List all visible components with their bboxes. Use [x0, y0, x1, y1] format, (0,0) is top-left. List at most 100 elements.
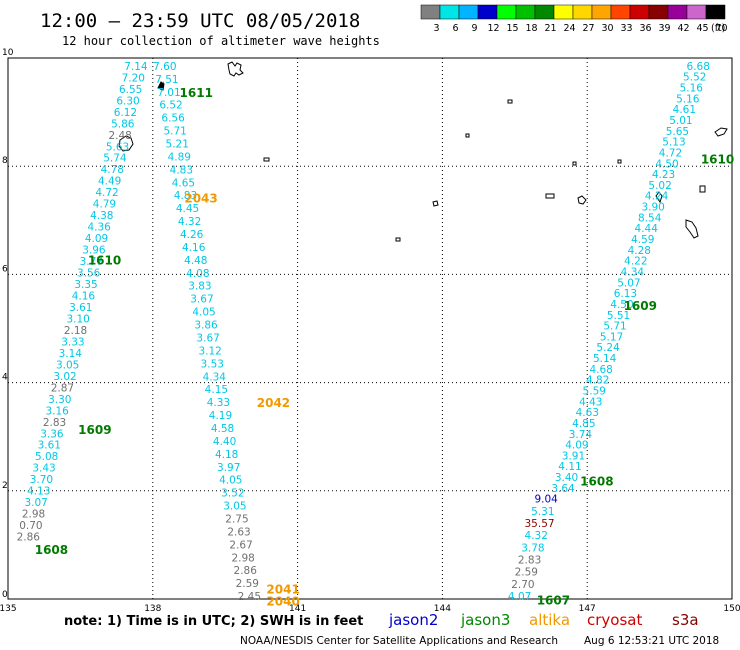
wave-height-value: 3.07 — [24, 497, 47, 509]
legend-swatch — [591, 4, 612, 20]
legend-bin-label: 70 — [715, 23, 727, 34]
wave-height-value: 4.45 — [176, 203, 199, 215]
legend-bin-label: 33 — [620, 23, 632, 34]
legend-bin-label: 9 — [471, 23, 477, 34]
wave-height-value: 7.20 — [122, 72, 145, 84]
wave-height-value: 3.40 — [555, 472, 578, 484]
legend-bin-label: 42 — [677, 23, 689, 34]
color-legend: 3 6 9 12 15 18 21 24 27 30 33 36 39 42 45 70(ft) — [420, 4, 728, 34]
legend-bin-label: 15 — [506, 23, 518, 34]
wave-height-value: 5.01 — [669, 115, 692, 127]
map-grid — [8, 58, 732, 599]
wave-height-value: 4.82 — [586, 375, 609, 387]
wave-height-value: 4.72 — [95, 187, 118, 199]
wave-height-value: 4.11 — [558, 461, 581, 473]
wave-height-value: 35.57 — [525, 518, 555, 530]
legend-bin-label: 3 — [433, 23, 439, 34]
wave-height-value: 7.51 — [155, 74, 178, 86]
wave-height-value: 4.15 — [205, 384, 228, 396]
wave-height-value: 3.05 — [223, 501, 246, 513]
wave-height-value: 4.16 — [72, 290, 96, 302]
wave-height-value: 5.63 — [106, 141, 129, 153]
wave-height-value: 4.72 — [659, 147, 682, 159]
wave-height-value: 3.10 — [66, 313, 89, 325]
wave-height-value: 3.16 — [45, 405, 69, 417]
lat-tick-label: 4 — [2, 373, 8, 383]
legend-bin-label: 18 — [525, 23, 537, 34]
wave-height-value: 3.78 — [521, 542, 544, 554]
wave-height-value: 4.50 — [610, 299, 633, 311]
wave-height-value: 6.30 — [116, 95, 139, 107]
pass-time-label: 1607 — [537, 593, 570, 607]
wave-height-value: 5.13 — [662, 137, 685, 149]
wave-height-value: 4.09 — [85, 233, 108, 245]
wave-height-value: 0.70 — [19, 520, 42, 532]
wave-height-value: 4.34 — [203, 371, 227, 383]
wave-height-value: 2.83 — [43, 417, 66, 429]
island-outline — [545, 193, 555, 199]
legend-bin-label: 39 — [658, 23, 670, 34]
wave-height-value: 4.16 — [182, 242, 206, 254]
wave-height-value: 2.59 — [236, 578, 259, 590]
wave-height-value: 5.24 — [596, 342, 620, 354]
wave-height-value: 3.53 — [201, 358, 224, 370]
wave-height-value: 2.70 — [511, 579, 534, 591]
wave-height-value: 4.49 — [98, 176, 121, 188]
wave-height-value: 5.65 — [666, 126, 689, 138]
wave-height-value: 4.33 — [207, 397, 230, 409]
wave-height-value: 4.32 — [525, 530, 548, 542]
wave-height-value: 3.35 — [74, 279, 97, 291]
legend-swatch — [458, 4, 479, 20]
wave-height-value: 2.87 — [51, 382, 74, 394]
wave-height-value: 3.90 — [641, 202, 664, 214]
wave-height-value: 5.21 — [166, 138, 189, 150]
wave-height-value: 2.48 — [108, 130, 131, 142]
axis-tick-labels: 135 138 141 144 147 150 0 2 4 6 8 10 — [0, 48, 740, 614]
pass-time-label: 2042 — [257, 396, 290, 410]
wave-height-value: 6.55 — [119, 84, 142, 96]
wave-height-value: 4.78 — [101, 164, 124, 176]
wave-height-value: 3.05 — [56, 359, 79, 371]
wave-height-value: 3.83 — [188, 281, 211, 293]
wave-height-value: 4.24 — [645, 191, 669, 203]
wave-height-value: 3.43 — [32, 463, 55, 475]
island-outline — [572, 161, 577, 166]
wave-height-value: 4.61 — [673, 104, 696, 116]
wave-height-value: 4.22 — [624, 256, 647, 268]
legend-unit: (ft) — [711, 23, 725, 34]
legend-swatch — [648, 4, 669, 20]
legend-bin-label: 24 — [563, 23, 575, 34]
legend-bin-label: 12 — [487, 23, 499, 34]
footer-timestamp: Aug 6 12:53:21 UTC 2018 — [584, 635, 719, 647]
legend-swatch — [572, 4, 593, 20]
wave-height-value: 3.02 — [53, 371, 76, 383]
wave-height-value: 4.83 — [170, 164, 193, 176]
wave-height-value: 2.75 — [225, 513, 248, 525]
island-outline — [395, 237, 401, 242]
lon-tick-label: 147 — [579, 604, 596, 614]
wave-height-value: 3.33 — [61, 336, 84, 348]
lon-tick-label: 141 — [289, 604, 306, 614]
wave-height-value: 5.16 — [680, 83, 704, 95]
legend-swatch — [686, 4, 707, 20]
island-outline — [714, 127, 728, 137]
island-outline — [507, 99, 513, 104]
legend-swatch — [496, 4, 517, 20]
map-frame — [7, 57, 733, 600]
wave-height-value: 5.86 — [111, 118, 135, 130]
legend-swatch — [667, 4, 688, 20]
wave-height-value: 2.63 — [227, 526, 250, 538]
wave-height-value: 6.52 — [159, 100, 182, 112]
wave-height-value: 4.18 — [215, 449, 238, 461]
legend-swatch — [705, 4, 726, 20]
wave-height-value: 4.05 — [219, 475, 242, 487]
legend-bin-label: 36 — [639, 23, 651, 34]
altimeter-tracks: 7.147.206.556.306.125.862.485.635.744.78… — [17, 61, 710, 603]
island-outline — [577, 195, 587, 205]
wave-height-value: 2.98 — [22, 509, 45, 521]
wave-height-value: 4.26 — [180, 229, 204, 241]
legend-bin-label: 30 — [601, 23, 613, 34]
pass-time-label: 2043 — [184, 191, 217, 205]
island-outline — [617, 159, 622, 164]
